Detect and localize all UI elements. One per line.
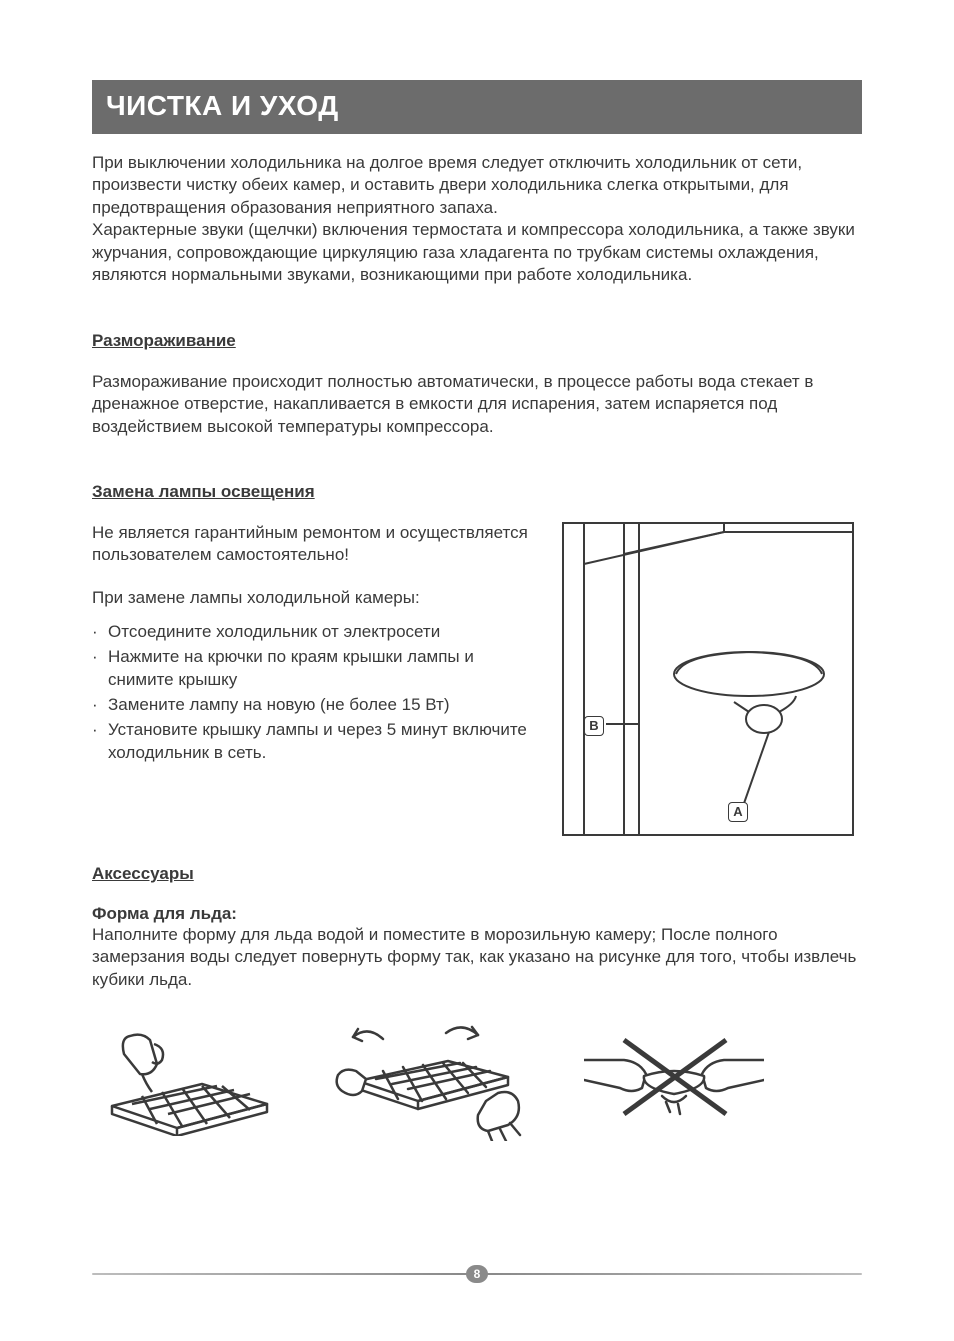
manual-page: ЧИСТКА И УХОД При выключении холодильник…	[0, 0, 954, 1341]
bullet-dot-icon: ·	[92, 621, 108, 644]
lamp-heading: Замена лампы освещения	[92, 482, 862, 502]
lamp-warning: Не является гарантийным ремонтом и осуще…	[92, 522, 544, 567]
bullet-dot-icon: ·	[92, 646, 108, 692]
lamp-intro: При замене лампы холодильной камеры:	[92, 587, 544, 609]
lamp-diagram-svg	[564, 524, 852, 834]
lamp-step: · Отсоедините холодильник от электросети	[92, 621, 544, 644]
lamp-step-text: Установите крышку лампы и через 5 минут …	[108, 719, 544, 765]
lamp-step: · Нажмите на крючки по краям крышки ламп…	[92, 646, 544, 692]
intro-paragraph-2: Характерные звуки (щелчки) включения тер…	[92, 219, 862, 286]
defrost-text: Размораживание происходит полностью авто…	[92, 371, 862, 438]
defrost-heading: Размораживание	[92, 331, 862, 351]
twist-tray-icon	[328, 1021, 528, 1141]
page-number-badge: 8	[466, 1265, 488, 1283]
diagram-label-a: A	[728, 802, 748, 822]
do-not-bend-icon	[584, 1036, 764, 1126]
lamp-text-column: Не является гарантийным ремонтом и осуще…	[92, 522, 544, 767]
intro-block: При выключении холодильника на долгое вр…	[92, 152, 862, 287]
diagram-label-b: B	[584, 716, 604, 736]
page-title: ЧИСТКА И УХОД	[106, 90, 339, 121]
bullet-dot-icon: ·	[92, 719, 108, 765]
fill-tray-icon	[102, 1026, 272, 1136]
ice-illustrations-row	[92, 1021, 862, 1141]
lamp-step-text: Нажмите на крючки по краям крышки лампы …	[108, 646, 544, 692]
lamp-steps: · Отсоедините холодильник от электросети…	[92, 621, 544, 765]
lamp-step-text: Замените лампу на новую (не более 15 Вт)	[108, 694, 450, 717]
lamp-step-text: Отсоедините холодильник от электросети	[108, 621, 440, 644]
bullet-dot-icon: ·	[92, 694, 108, 717]
page-title-bar: ЧИСТКА И УХОД	[92, 80, 862, 134]
intro-paragraph-1: При выключении холодильника на долгое вр…	[92, 152, 862, 219]
lamp-diagram-column: B A	[562, 522, 862, 836]
page-footer: 8	[92, 1261, 862, 1301]
ice-form-title: Форма для льда:	[92, 904, 862, 924]
lamp-section: Не является гарантийным ремонтом и осуще…	[92, 522, 862, 836]
lamp-step: · Установите крышку лампы и через 5 мину…	[92, 719, 544, 765]
accessories-heading: Аксессуары	[92, 864, 862, 884]
lamp-diagram: B A	[562, 522, 854, 836]
ice-form-text: Наполните форму для льда водой и помести…	[92, 924, 862, 991]
lamp-step: · Замените лампу на новую (не более 15 В…	[92, 694, 544, 717]
